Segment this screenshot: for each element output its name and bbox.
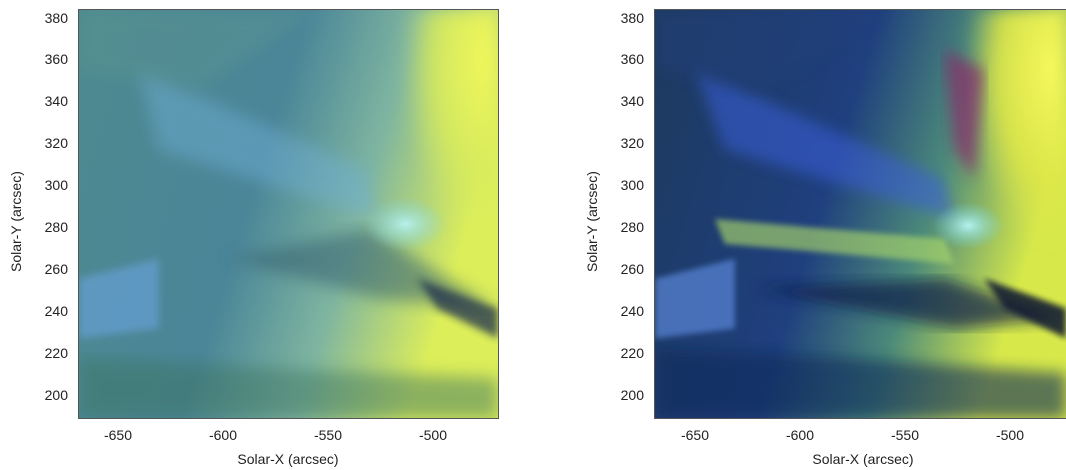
left-image-panel: 380 360 340 320 300 280 260 240 220 200 … [0, 0, 530, 470]
y-tick-label: 260 [620, 261, 644, 277]
y-tick-label: 340 [620, 93, 644, 109]
solar-image-enhanced-graphic [655, 10, 1066, 418]
y-tick-label: 260 [44, 261, 68, 277]
x-axis-label: Solar-X (arcsec) [812, 451, 914, 467]
x-tick-label: -500 [418, 427, 448, 443]
y-tick-label: 240 [44, 303, 68, 319]
solar-image-enhanced [654, 9, 1066, 419]
x-axis-label: Solar-X (arcsec) [237, 451, 339, 467]
y-tick-label: 380 [44, 10, 68, 26]
x-tick-label: -650 [680, 427, 710, 443]
x-tick-label: -600 [785, 427, 815, 443]
y-tick-label: 300 [44, 177, 68, 193]
solar-image-smooth-graphic [79, 10, 498, 418]
y-tick-label: 300 [620, 177, 644, 193]
y-tick-label: 280 [620, 219, 644, 235]
y-tick-label: 220 [620, 345, 644, 361]
y-tick-label: 200 [620, 387, 644, 403]
x-tick-label: -550 [890, 427, 920, 443]
y-tick-label: 360 [620, 51, 644, 67]
y-tick-label: 320 [620, 135, 644, 151]
y-tick-label: 200 [44, 387, 68, 403]
x-tick-label: -600 [208, 427, 238, 443]
y-tick-label: 360 [44, 51, 68, 67]
x-tick-label: -500 [995, 427, 1025, 443]
y-tick-label: 320 [44, 135, 68, 151]
x-tick-label: -650 [103, 427, 133, 443]
right-image-panel: 380 360 340 320 300 280 260 240 220 200 … [576, 0, 1066, 470]
solar-image-smooth [78, 9, 499, 419]
y-tick-label: 280 [44, 219, 68, 235]
y-axis-label: Solar-Y (arcsec) [8, 171, 24, 272]
y-tick-label: 220 [44, 345, 68, 361]
x-tick-label: -550 [313, 427, 343, 443]
y-tick-label: 380 [620, 10, 644, 26]
y-tick-label: 240 [620, 303, 644, 319]
y-axis-label: Solar-Y (arcsec) [584, 171, 600, 272]
y-tick-label: 340 [44, 93, 68, 109]
